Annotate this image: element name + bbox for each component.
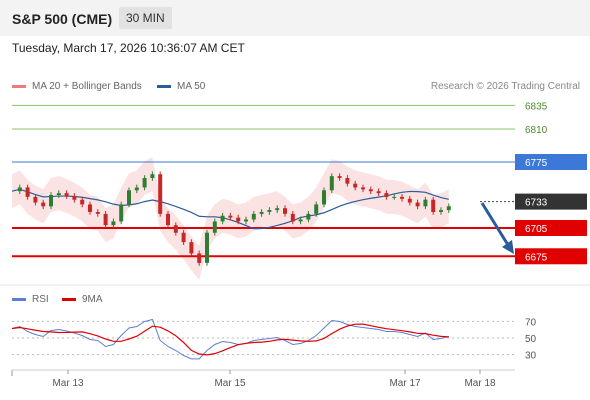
candle-body [431, 199, 436, 212]
rsi-ma9-line [11, 323, 449, 356]
candle-body [88, 204, 92, 212]
chart-header: S&P 500 (CME) 30 MIN [0, 0, 590, 36]
level-tag-6705 [515, 220, 587, 236]
rsi-tick-50: 50 [525, 334, 537, 345]
candle-body [415, 202, 420, 207]
candle-body [72, 195, 77, 200]
candle-body [306, 213, 311, 220]
candle-body [446, 206, 451, 211]
chart-datetime: Tuesday, March 17, 2026 10:36:07 AM CET [12, 41, 245, 55]
candle-body [407, 198, 412, 203]
ma50-label: MA 50 [177, 81, 206, 92]
candle-body [275, 208, 280, 211]
candle-body [134, 187, 139, 191]
candle-body [158, 174, 163, 214]
candle-body [361, 187, 365, 190]
x-tick-label: Mar 15 [214, 378, 246, 389]
candle-body [111, 221, 116, 226]
rsi-swatch [12, 297, 26, 301]
candle-body [33, 196, 38, 203]
candle-body [49, 195, 53, 207]
legend-ma9: 9MA [62, 294, 103, 305]
candle-body [259, 211, 264, 214]
candle-body [127, 190, 131, 205]
timeframe-badge[interactable]: 30 MIN [119, 7, 172, 29]
candle-body [173, 225, 178, 233]
legend-rsi: RSI [12, 294, 49, 305]
candle-body [392, 196, 397, 198]
forecast-arrow-shaft [480, 202, 510, 246]
x-tick-label: Mar 17 [389, 378, 421, 389]
ma20-label: MA 20 + Bollinger Bands [32, 81, 142, 92]
candle-body [119, 204, 124, 222]
candle-body [41, 202, 46, 207]
legend-ma50: MA 50 [157, 81, 205, 92]
candle-body [423, 199, 428, 207]
candle-body [400, 196, 404, 199]
candle-body [236, 217, 241, 222]
ma20-swatch [12, 84, 26, 88]
rsi-line [11, 318, 449, 360]
candle-body [322, 190, 326, 205]
level-tag-6733 [515, 193, 587, 210]
copyright-text: Research © 2026 Trading Central [430, 81, 580, 92]
level-label-6810: 6810 [525, 125, 548, 136]
rsi-label: RSI [32, 294, 49, 305]
level-tag-text-6775: 6775 [525, 158, 548, 169]
level-label-6835: 6835 [525, 101, 548, 112]
level-tag-text-6675: 6675 [525, 252, 548, 263]
candle-body [283, 208, 287, 214]
candle-body [439, 210, 443, 212]
ma9-swatch [62, 297, 76, 301]
candle-body [64, 193, 69, 196]
candle-body [376, 191, 381, 194]
candle-body [95, 211, 100, 214]
ma9-label: 9MA [82, 294, 103, 305]
candle-body [80, 199, 85, 205]
candle-body [25, 187, 30, 197]
level-tag-6675 [515, 248, 587, 265]
legend-ma20: MA 20 + Bollinger Bands [12, 81, 142, 92]
candle-body [17, 187, 22, 192]
candle-body [181, 232, 186, 243]
candle-body [220, 215, 225, 222]
candle-body [368, 189, 373, 192]
candle-body [166, 213, 170, 226]
level-tag-text-6733: 6733 [525, 198, 548, 209]
candle-body [212, 221, 217, 233]
candle-body [142, 178, 147, 188]
rsi-tick-70: 70 [525, 317, 537, 328]
candle-body [290, 213, 295, 222]
ma50-swatch [157, 84, 171, 88]
instrument-title: S&P 500 (CME) [12, 11, 113, 27]
candle-body [345, 178, 350, 184]
forecast-arrow-head [502, 240, 514, 254]
candle-body [329, 176, 334, 191]
candle-body [189, 242, 194, 254]
level-tag-6775 [515, 154, 587, 170]
candle-body [56, 193, 61, 195]
x-tick-label: Mar 18 [464, 378, 496, 389]
candle-body [244, 219, 248, 222]
level-tag-text-6705: 6705 [525, 224, 548, 235]
candle-body [353, 183, 358, 188]
candle-body [228, 215, 233, 218]
candle-body [197, 253, 202, 263]
candle-body [298, 219, 303, 222]
candle-body [251, 213, 256, 220]
candle-body [267, 210, 272, 212]
candle-body [314, 204, 319, 214]
candle-body [337, 176, 342, 179]
candle-body [205, 232, 209, 263]
rsi-tick-30: 30 [525, 351, 537, 362]
candle-body [384, 193, 389, 197]
candle-body [103, 213, 108, 226]
x-tick-label: Mar 13 [52, 378, 84, 389]
candle-body [150, 174, 155, 179]
